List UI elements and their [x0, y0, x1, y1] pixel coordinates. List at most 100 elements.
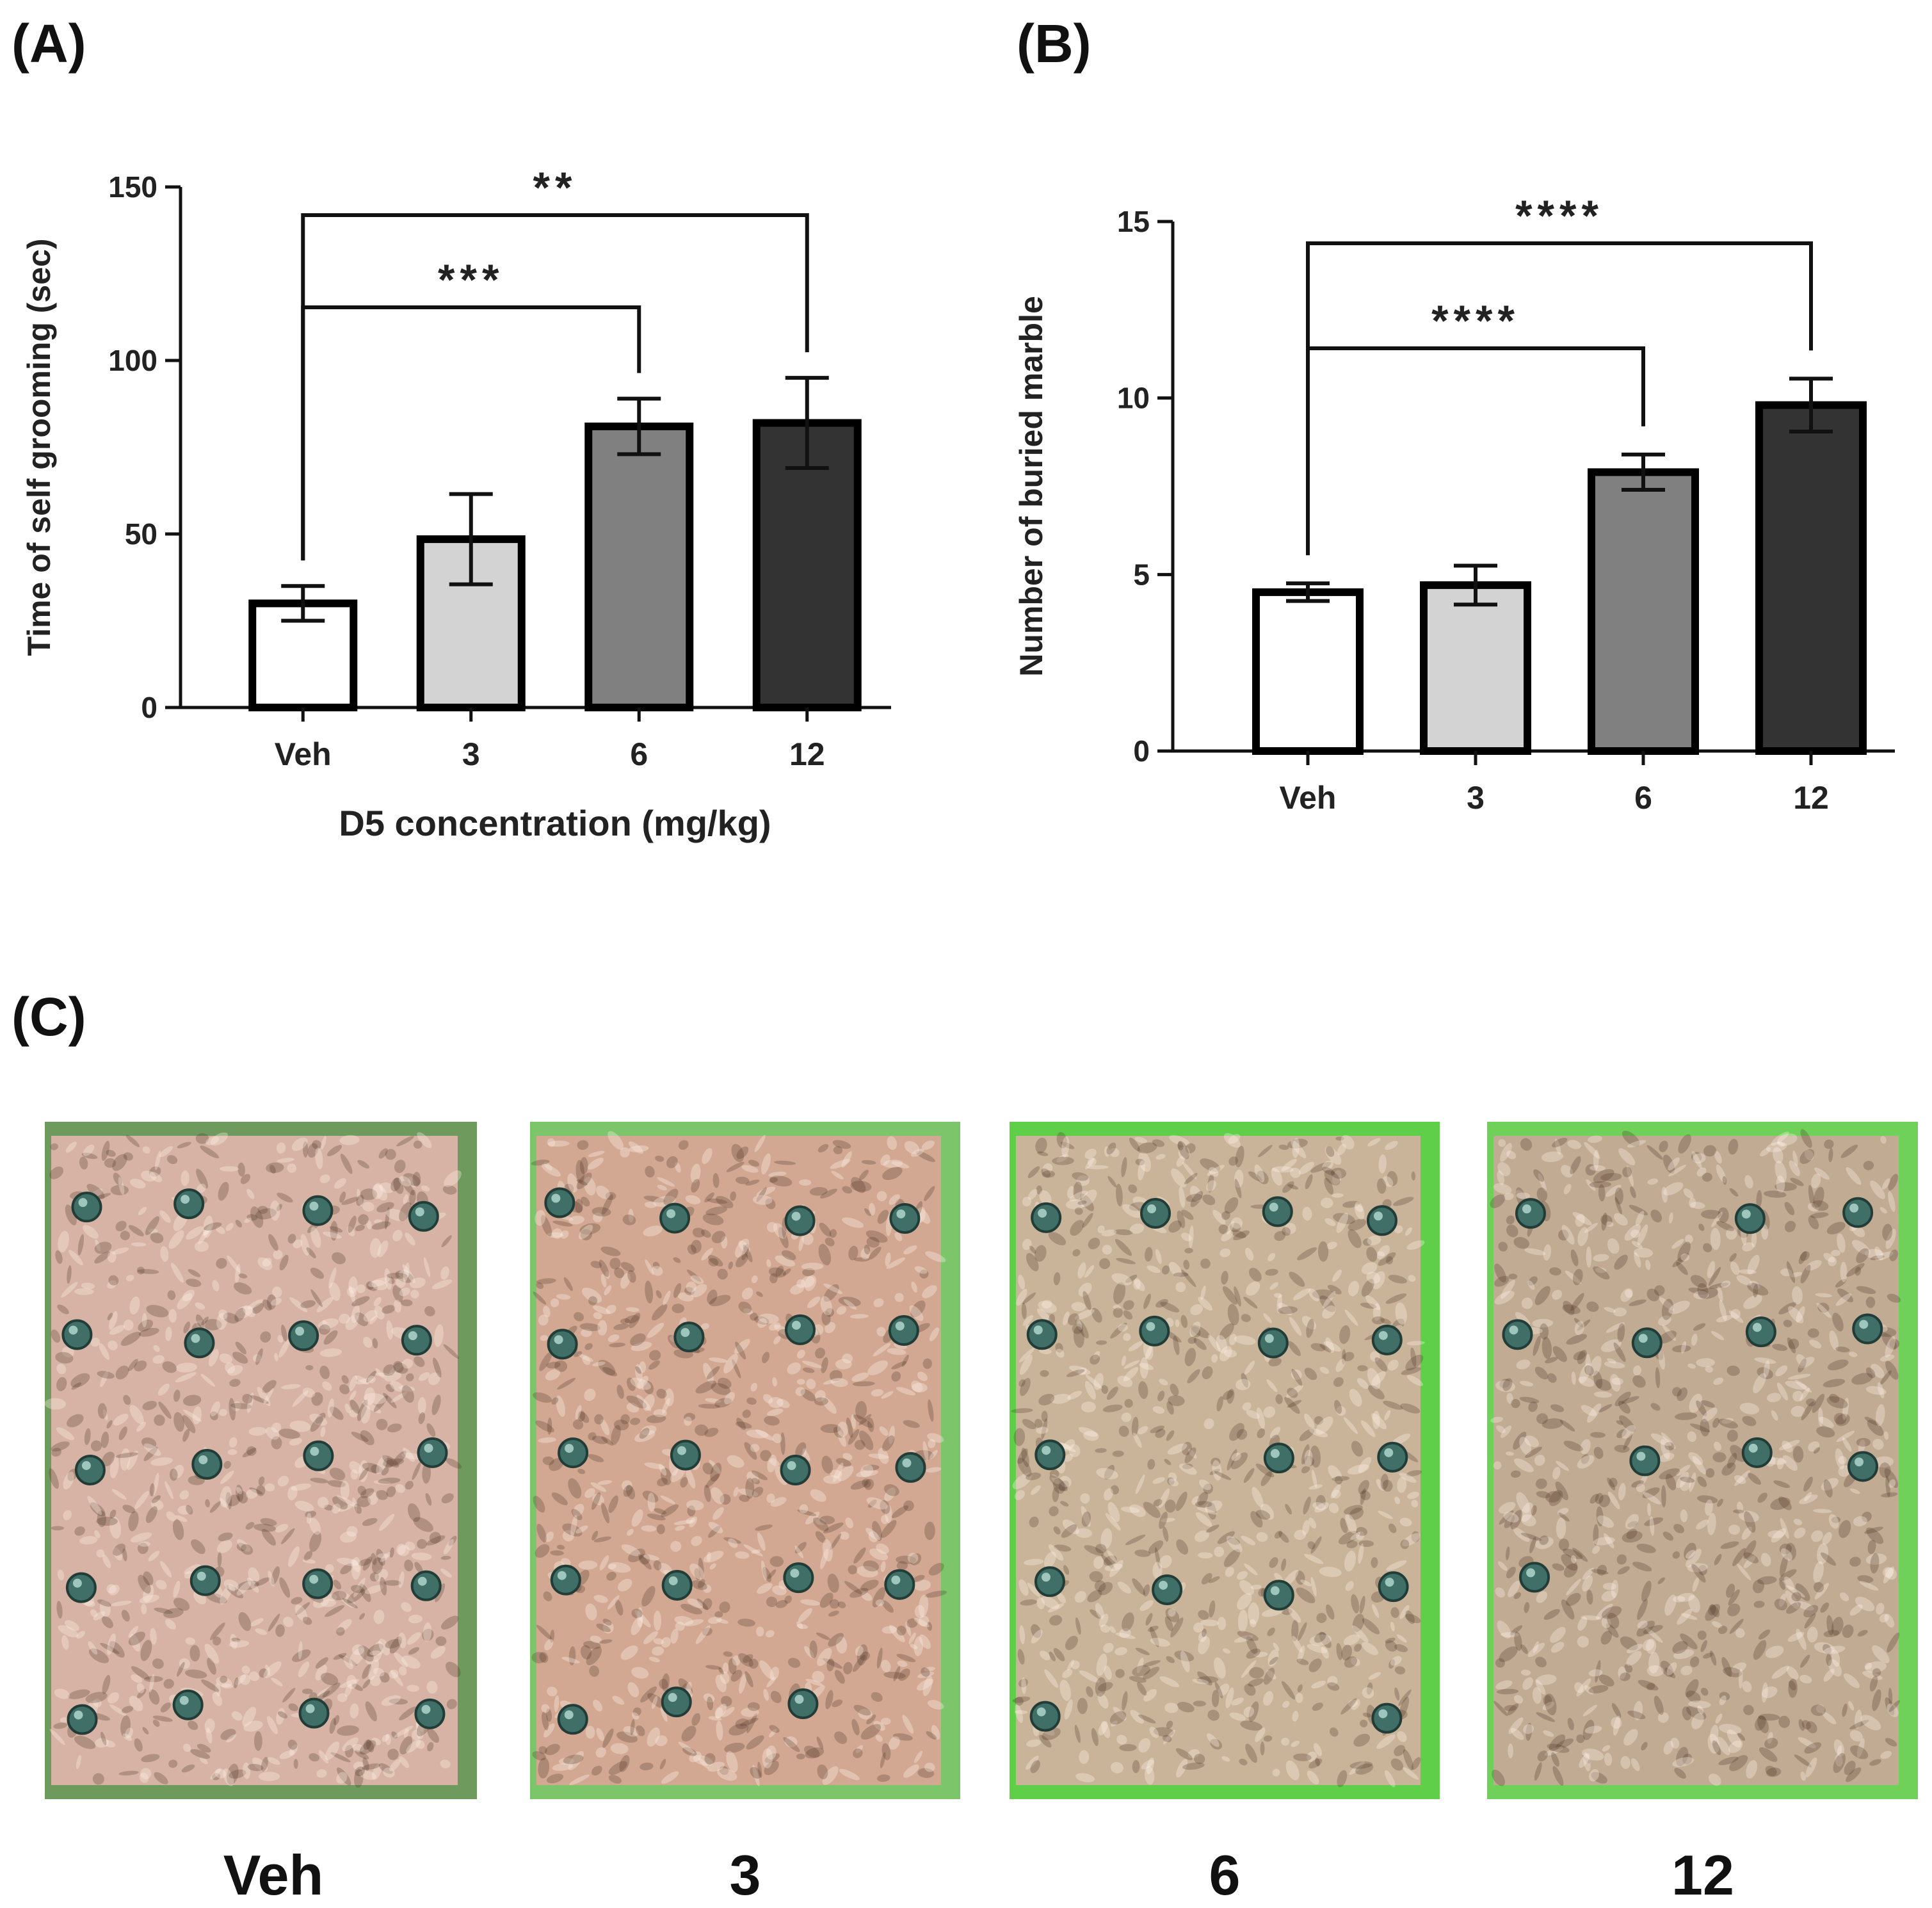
bedding-flake — [1837, 1745, 1842, 1756]
bedding-flake — [1065, 1199, 1085, 1209]
bedding-flake — [1112, 1450, 1124, 1457]
bedding-flake — [1676, 1464, 1691, 1476]
bedding-flake — [1676, 1261, 1688, 1275]
bedding-flake — [1721, 1657, 1732, 1678]
bedding-flake — [766, 1745, 777, 1760]
bedding-flake — [616, 1384, 624, 1399]
bedding-flake — [216, 1226, 225, 1234]
bedding-flake — [125, 1135, 140, 1147]
bedding-flake — [371, 1221, 391, 1230]
bedding-flake — [1823, 1645, 1846, 1654]
bedding-flake — [1865, 1527, 1884, 1544]
bedding-flake — [1887, 1703, 1899, 1717]
bedding-flake — [1813, 1581, 1824, 1593]
marble-highlight — [72, 1578, 82, 1588]
bedding-flake — [1195, 1512, 1212, 1527]
bedding-flake — [218, 1532, 233, 1542]
bedding-flake — [1278, 1306, 1298, 1314]
bedding-flake — [805, 1679, 823, 1686]
bedding-flake — [186, 1226, 204, 1240]
bedding-flake — [384, 1207, 390, 1230]
bedding-flake — [1250, 1511, 1263, 1528]
marble-highlight — [1038, 1208, 1047, 1218]
bedding-flake — [374, 1372, 391, 1377]
bedding-flake — [152, 1355, 165, 1364]
bedding-flake — [655, 1155, 664, 1162]
bedding-flake — [1574, 1318, 1583, 1327]
bedding-flake — [1780, 1548, 1792, 1561]
bedding-flake — [917, 1672, 935, 1678]
bedding-flake — [1623, 1433, 1633, 1450]
y-tick-label: 50 — [125, 517, 157, 551]
bedding-flake — [1884, 1613, 1895, 1628]
bedding-flake — [661, 1771, 679, 1784]
bedding-flake — [625, 1307, 640, 1312]
bedding-flake — [552, 1228, 563, 1239]
bedding-flake — [1577, 1319, 1591, 1331]
bedding-flake — [1696, 1167, 1707, 1177]
bedding-flake — [443, 1344, 460, 1359]
marble-highlight — [191, 1334, 200, 1343]
bedding-flake — [1271, 1167, 1283, 1186]
bedding-flake — [1026, 1253, 1039, 1272]
bedding-flake — [1119, 1628, 1131, 1638]
bedding-flake — [1287, 1341, 1301, 1356]
bedding-flake — [1856, 1738, 1865, 1758]
bedding-flake — [1174, 1651, 1195, 1661]
bedding-flake — [355, 1750, 369, 1759]
bedding-flake — [1716, 1736, 1730, 1756]
bedding-flake — [588, 1151, 605, 1158]
panel-label-a: (A) — [12, 13, 86, 74]
bedding-flake — [883, 1160, 903, 1168]
bedding-flake — [1269, 1557, 1278, 1568]
bedding-flake — [1835, 1414, 1850, 1427]
bedding-flake — [1069, 1190, 1088, 1202]
bedding-flake — [538, 1437, 557, 1443]
bedding-flake — [823, 1658, 843, 1669]
bedding-flake — [435, 1583, 446, 1603]
bedding-flake — [1176, 1758, 1188, 1778]
bedding-flake — [1237, 1571, 1248, 1580]
x-tick-label: Veh — [275, 736, 332, 772]
bedding-flake — [535, 1209, 546, 1226]
bedding-flake — [418, 1412, 426, 1425]
bedding-flake — [1365, 1295, 1381, 1311]
bedding-flake — [1883, 1566, 1894, 1584]
bedding-flake — [1122, 1691, 1128, 1711]
bedding-flake — [657, 1184, 667, 1191]
bedding-flake — [1383, 1400, 1403, 1410]
bedding-flake — [427, 1742, 434, 1752]
bedding-flake — [602, 1621, 614, 1634]
bedding-flake — [1562, 1548, 1583, 1560]
bedding-flake — [656, 1290, 662, 1298]
bedding-flake — [581, 1287, 602, 1303]
bedding-flake — [1319, 1631, 1332, 1648]
bedding-flake — [647, 1492, 656, 1512]
bedding-flake — [755, 1626, 764, 1637]
bedding-flake — [590, 1635, 602, 1644]
bedding-flake — [107, 1251, 117, 1263]
bedding-flake — [751, 1275, 758, 1284]
bedding-flake — [165, 1619, 176, 1630]
bedding-flake — [1524, 1248, 1546, 1256]
bedding-flake — [1394, 1745, 1406, 1756]
bedding-flake — [1154, 1547, 1161, 1569]
bedding-flake — [760, 1450, 772, 1462]
bedding-flake — [1207, 1710, 1220, 1721]
bedding-flake — [690, 1275, 704, 1284]
bedding-flake — [1327, 1682, 1340, 1691]
bedding-flake — [544, 1638, 554, 1651]
bedding-flake — [606, 1304, 616, 1314]
bedding-flake — [593, 1536, 612, 1542]
bedding-flake — [1887, 1632, 1900, 1653]
bedding-flake — [305, 1365, 314, 1371]
bedding-flake — [1727, 1603, 1741, 1617]
bedding-flake — [374, 1306, 385, 1320]
bedding-flake — [542, 1711, 549, 1731]
bedding-flake — [705, 1473, 720, 1488]
bedding-flake — [1405, 1613, 1421, 1624]
bedding-flake — [1527, 1280, 1535, 1290]
bedding-flake — [421, 1185, 430, 1192]
bedding-flake — [1221, 1211, 1230, 1220]
bedding-flake — [1167, 1477, 1175, 1485]
